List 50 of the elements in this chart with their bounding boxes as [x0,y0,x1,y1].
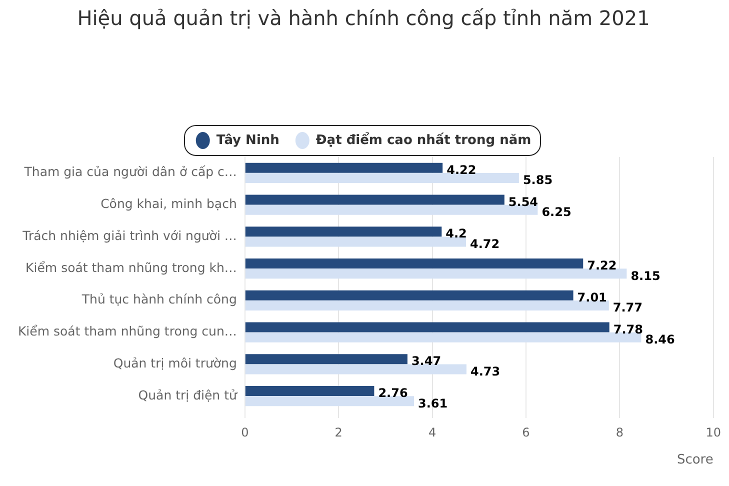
y-tick-label: Thủ tục hành chính công [80,292,237,307]
y-tick-label: Trách nhiệm giải trình với người … [22,228,237,243]
data-label: 4.72 [470,236,500,251]
y-tick-label: Quản trị điện tử [138,387,238,402]
x-tick-label: 10 [706,425,722,440]
data-label: 2.76 [378,386,408,400]
x-tick-label: 6 [522,425,530,440]
data-label: 5.85 [522,173,553,188]
bar [245,268,627,279]
y-tick-label: Kiểm soát tham nhũng trong cun… [18,324,237,339]
data-label: 4.22 [446,162,476,177]
bar [245,162,443,173]
data-label: 4.73 [470,364,500,378]
chart-title: Hiệu quả quản trị và hành chính công cấp tỉnh năm 2021 [77,6,650,30]
data-label: 7.01 [577,290,607,304]
data-label: 8.15 [630,268,660,283]
bar [245,173,519,184]
bar [245,290,574,300]
data-label: 3.61 [418,396,448,410]
bar [245,322,610,332]
x-tick-label: 0 [241,425,249,440]
data-label: 4.2 [446,226,467,241]
bar [245,226,442,237]
y-tick-label: Tham gia của người dân ở cấp c… [23,164,237,180]
data-label: 7.78 [613,322,643,336]
bar [245,364,466,374]
bar [245,354,408,364]
bar [245,258,584,268]
data-label: 8.46 [645,332,675,347]
data-label: 5.54 [508,194,538,209]
x-tick-label: 4 [428,425,436,440]
legend-label: Tây Ninh [216,132,280,148]
y-tick-label: Quản trị môi trường [113,355,237,370]
bar [245,194,504,205]
bar [245,300,609,311]
bar [245,204,538,215]
legend-label: Đạt điểm cao nhất trong năm [316,132,532,148]
data-label: 3.47 [411,354,442,368]
bar [245,332,642,342]
bar [245,386,374,396]
y-tick-label: Công khai, minh bạch [100,196,237,212]
data-label: 6.25 [542,205,572,220]
data-label: 7.22 [587,258,617,273]
y-tick-label: Kiểm soát tham nhũng trong kh… [26,260,237,275]
bar [245,236,466,247]
bar [245,396,414,406]
x-axis-title: Score [676,452,714,468]
x-tick-label: 8 [616,425,624,440]
data-label: 7.77 [612,300,643,315]
x-tick-label: 2 [334,425,342,440]
